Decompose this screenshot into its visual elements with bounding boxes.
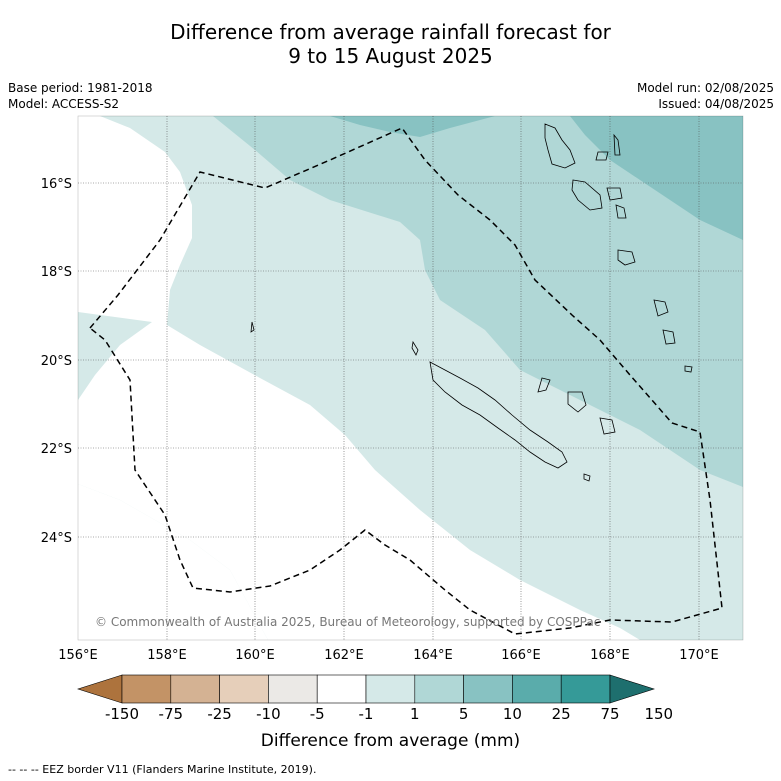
model-run: Model run: 02/08/2025 bbox=[636, 81, 774, 95]
plot-frame bbox=[77, 115, 744, 641]
copyright-text: © Commonwealth of Australia 2025, Bureau… bbox=[95, 615, 600, 629]
colorbar-tick-label: -5 bbox=[309, 705, 325, 723]
title-line-2: 9 to 15 August 2025 bbox=[288, 44, 493, 68]
lat-label: 18°S bbox=[41, 265, 72, 280]
title-line-1: Difference from average rainfall forecas… bbox=[170, 20, 611, 44]
colorbar-segment bbox=[512, 674, 562, 704]
colorbar-segment bbox=[121, 674, 172, 704]
lat-label: 24°S bbox=[41, 531, 72, 546]
lon-label: 168°E bbox=[590, 648, 630, 663]
colorbar-arrow-low bbox=[77, 674, 123, 704]
anomaly-band-1-5-west bbox=[78, 312, 152, 400]
lon-label: 158°E bbox=[147, 648, 187, 663]
lon-label: 162°E bbox=[324, 648, 364, 663]
lat-label: 16°S bbox=[41, 177, 72, 192]
colorbar-tick-label: -25 bbox=[207, 705, 232, 723]
lon-label: 170°E bbox=[679, 648, 719, 663]
lat-label: 20°S bbox=[41, 354, 72, 369]
eez-border bbox=[88, 127, 723, 635]
colorbar-segment bbox=[316, 674, 367, 704]
eez-legend: -- -- -- EEZ border V11 (Flanders Marine… bbox=[8, 763, 317, 776]
lon-label: 156°E bbox=[58, 648, 98, 663]
base-period: Base period: 1981-2018 bbox=[8, 81, 153, 95]
colorbar-segment bbox=[170, 674, 220, 704]
anomaly-band-10-25 bbox=[330, 116, 495, 137]
anomaly-band-10-25-east bbox=[570, 116, 743, 240]
colorbar-tick-label: 5 bbox=[458, 705, 469, 723]
colorbar-tick-label: -1 bbox=[358, 705, 374, 723]
colorbar-title: Difference from average (mm) bbox=[260, 731, 521, 751]
vanuatu-coastline bbox=[544, 123, 693, 373]
colorbar-tick-label: -75 bbox=[158, 705, 184, 723]
lon-label: 166°E bbox=[501, 648, 541, 663]
colorbar-segment bbox=[268, 674, 318, 704]
lon-label: 164°E bbox=[413, 648, 453, 663]
no-change-area bbox=[78, 116, 640, 640]
colorbar-tick-label: -10 bbox=[256, 705, 281, 723]
colorbar-segment bbox=[560, 674, 611, 704]
lon-label: 160°E bbox=[235, 648, 275, 663]
colorbar-segment bbox=[219, 674, 269, 704]
colorbar-tick-label: 150 bbox=[644, 705, 674, 723]
model-name: Model: ACCESS-S2 bbox=[8, 97, 120, 111]
lat-label: 22°S bbox=[41, 442, 72, 457]
colorbar bbox=[77, 674, 655, 704]
colorbar-segment bbox=[463, 674, 513, 704]
colorbar-tick-label: 25 bbox=[551, 705, 571, 723]
colorbar-segment bbox=[365, 674, 416, 704]
colorbar-tick-label: 10 bbox=[502, 705, 522, 723]
colorbar-tick-label: 75 bbox=[600, 705, 620, 723]
anomaly-band-5-10 bbox=[213, 116, 743, 487]
colorbar-arrow-high bbox=[609, 674, 655, 704]
new-caledonia-coastline bbox=[429, 361, 568, 469]
colorbar-tick-label: -150 bbox=[104, 705, 140, 723]
colorbar-segment bbox=[414, 674, 464, 704]
issued-date: Issued: 04/08/2025 bbox=[658, 97, 774, 111]
colorbar-tick-label: 1 bbox=[410, 705, 420, 723]
